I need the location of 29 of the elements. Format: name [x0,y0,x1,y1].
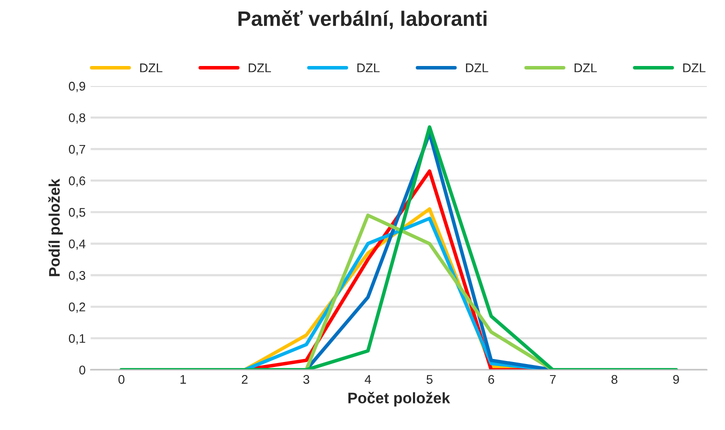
legend-label: DZL [683,64,706,72]
x-axis-title: Počet položek [348,392,450,406]
x-tick-label: 0 [118,374,124,384]
legend-label: DZL [248,64,271,72]
x-tick-label: 6 [488,374,494,384]
legend-label: DZL [357,64,380,72]
y-tick-label: 0,5 [68,208,86,218]
y-tick-label: 0,4 [68,239,86,250]
x-tick-label: 3 [303,374,310,384]
legend-label: DZL [466,64,488,72]
y-tick-label: 0,7 [68,144,86,156]
y-tick-label: 0 [79,366,86,374]
y-tick-label: 0,2 [68,302,86,313]
legend-label: DZL [140,64,162,72]
x-tick-label: 4 [364,375,372,384]
chart-title: Paměť verbální, laboranti [238,10,486,30]
y-tick-label: 0,1 [68,334,86,344]
y-tick-label: 0,8 [68,113,86,124]
y-axis-title: Podíl položek [48,178,63,276]
x-tick-label: 5 [426,375,433,384]
x-tick-label: 7 [550,375,556,384]
x-tick-label: 2 [242,374,248,384]
x-tick-label: 8 [612,374,618,384]
x-tick-label: 9 [673,374,679,384]
y-tick-label: 0,6 [68,176,86,187]
x-tick-label: 1 [180,375,186,384]
y-tick-label: 0,9 [68,82,86,92]
legend-label: DZL [574,64,597,72]
y-tick-label: 0,3 [68,271,86,282]
